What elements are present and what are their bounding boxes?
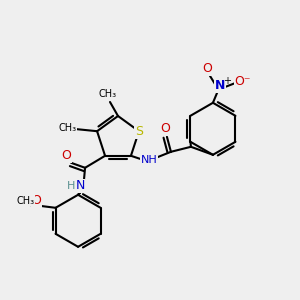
Text: O: O [202, 62, 212, 75]
Text: NH: NH [141, 155, 157, 165]
Text: N: N [75, 179, 85, 192]
Text: CH₃: CH₃ [58, 123, 76, 133]
Text: O: O [32, 194, 41, 207]
Text: H: H [67, 181, 75, 191]
Text: CH₃: CH₃ [16, 196, 34, 206]
Text: O⁻: O⁻ [235, 75, 251, 88]
Text: CH₃: CH₃ [99, 89, 117, 99]
Text: S: S [135, 125, 143, 138]
Text: N: N [215, 79, 225, 92]
Text: O: O [61, 149, 71, 162]
Text: +: + [223, 76, 231, 86]
Text: O: O [160, 122, 170, 135]
